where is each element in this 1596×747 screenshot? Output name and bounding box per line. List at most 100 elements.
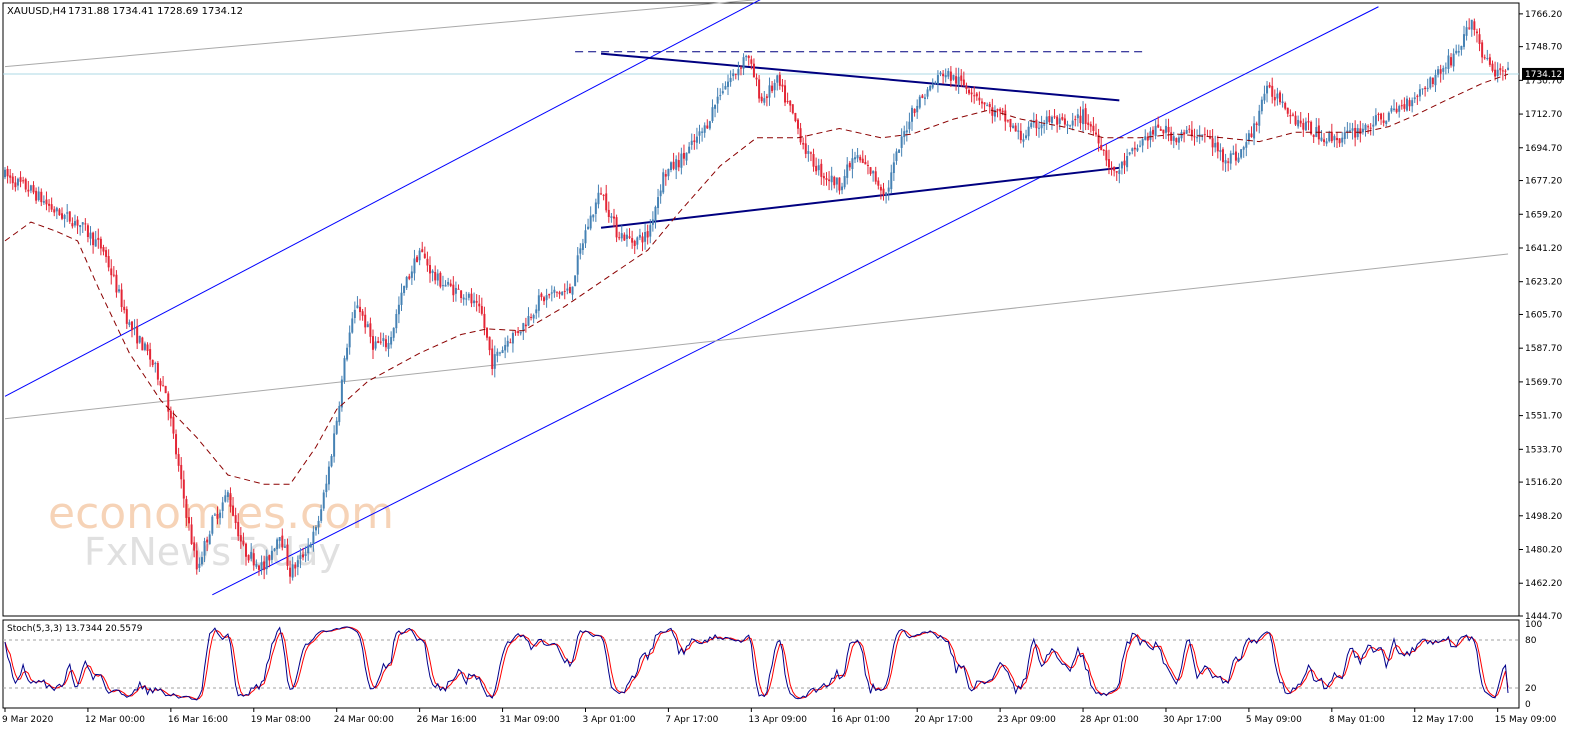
candle-body (1341, 137, 1344, 143)
candle-body (784, 85, 787, 103)
candle (136, 318, 139, 350)
candle (589, 206, 592, 231)
candle (1400, 99, 1403, 110)
candle-body (1346, 130, 1349, 133)
price-tick-label: 1623.20 (1525, 278, 1562, 288)
candle (1348, 122, 1351, 133)
candle-body (579, 248, 582, 254)
candlestick-series (4, 18, 1510, 584)
candle-body (1413, 97, 1416, 100)
candle (812, 148, 815, 172)
candle (1338, 138, 1341, 148)
candle-body (874, 171, 877, 182)
candle (24, 177, 27, 193)
candle-body (890, 172, 893, 190)
time-tick-label: 16 Mar 16:00 (168, 715, 228, 725)
candle-body (403, 285, 406, 294)
candle (1201, 134, 1204, 141)
candle (900, 128, 903, 157)
candle (600, 187, 603, 195)
time-tick-label: 5 May 09:00 (1246, 715, 1302, 725)
candle (208, 530, 211, 545)
candle (1131, 147, 1134, 155)
candle-body (1066, 124, 1069, 126)
candle (182, 470, 185, 508)
candle-body (703, 125, 706, 133)
candle-body (410, 271, 413, 278)
candle (962, 71, 965, 87)
candle (970, 88, 973, 103)
candle-body (825, 178, 828, 180)
candle-body (112, 274, 115, 276)
candle (1364, 123, 1367, 137)
price-tick-label: 1480.20 (1525, 546, 1562, 556)
candle-body (869, 167, 872, 174)
candle (1120, 160, 1123, 175)
candle-body (1172, 136, 1175, 141)
time-tick-label: 31 Mar 09:00 (500, 715, 560, 725)
candle (291, 556, 294, 581)
price-tick-label: 1694.70 (1525, 144, 1562, 154)
candle (623, 232, 626, 241)
candle (628, 228, 631, 240)
candle (1271, 77, 1274, 104)
candle (986, 102, 989, 107)
candle (449, 279, 452, 288)
candle (916, 99, 919, 119)
candle-body (149, 349, 152, 360)
candle-body (1323, 139, 1326, 143)
candle-body (664, 174, 667, 177)
candle (680, 147, 683, 175)
candle (980, 98, 983, 109)
candle-body (255, 563, 258, 567)
candle (1418, 84, 1421, 102)
candle-body (1328, 133, 1331, 142)
price-tick-label: 1444.70 (1525, 612, 1562, 622)
price-tick-label: 1748.70 (1525, 43, 1562, 53)
candle-body (631, 238, 634, 243)
candle-body (405, 276, 408, 288)
candle (1045, 110, 1048, 131)
candle (1040, 115, 1043, 136)
candle-body (1312, 134, 1315, 138)
candle-body (879, 186, 882, 191)
candle (978, 91, 981, 106)
candle (9, 169, 12, 184)
candle-body (1284, 102, 1287, 109)
candle-body (540, 293, 543, 298)
candle-body (708, 121, 711, 129)
candle (1084, 103, 1087, 131)
candle-body (768, 85, 771, 98)
candle-body (960, 75, 963, 81)
candle-body (1418, 89, 1421, 97)
candle-body (758, 79, 761, 99)
candle-body (1367, 126, 1370, 128)
candle-body (568, 287, 571, 294)
candle-body (105, 250, 108, 257)
candle (185, 495, 188, 527)
candle-body (615, 217, 618, 238)
candle-body (107, 256, 110, 268)
candle (325, 474, 328, 498)
candle (102, 244, 105, 256)
candle (1255, 121, 1258, 132)
candle (1185, 125, 1188, 135)
candle (141, 336, 144, 351)
candle-body (646, 231, 649, 238)
candle-body (115, 274, 118, 293)
candle (926, 86, 929, 100)
candle (778, 71, 781, 90)
candle-body (377, 341, 380, 343)
candle-body (1141, 139, 1144, 146)
candle-body (1429, 77, 1432, 88)
candle-body (1190, 129, 1193, 137)
candle (421, 241, 424, 253)
candle (1494, 61, 1497, 81)
candle-body (369, 323, 372, 337)
candle-body (390, 337, 393, 345)
stochastic-panel: Stoch(5,3,3) 13.7344 20.5579 (2, 619, 1520, 709)
candle-body (1250, 133, 1253, 138)
candle (392, 327, 395, 342)
candle-body (224, 495, 227, 502)
candle (1032, 112, 1035, 128)
